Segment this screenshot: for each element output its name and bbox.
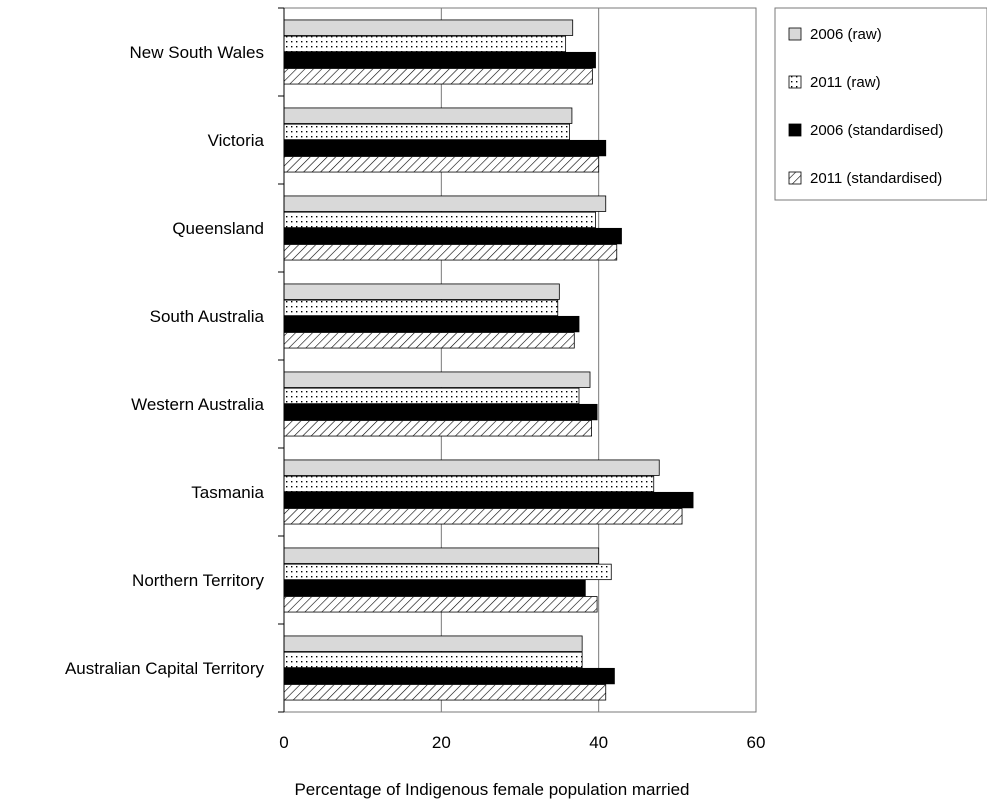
y-category-label: Tasmania (191, 483, 264, 502)
legend-swatch (788, 75, 802, 89)
bar (283, 491, 694, 509)
bar (283, 635, 583, 652)
legend-label: 2006 (raw) (810, 26, 882, 43)
legend-label: 2006 (standardised) (810, 122, 943, 139)
bar (283, 123, 570, 141)
legend-swatch (788, 171, 802, 185)
x-axis-title: Percentage of Indigenous female populati… (294, 780, 689, 799)
x-tick-label: 0 (279, 733, 288, 752)
bar (283, 283, 560, 300)
bar (283, 651, 583, 669)
bar (283, 420, 592, 437)
legend-label: 2011 (standardised) (810, 170, 942, 187)
bar (283, 332, 575, 349)
bar (283, 139, 607, 157)
bar (283, 667, 615, 685)
y-category-label: Australian Capital Territory (65, 659, 265, 678)
bar (283, 299, 559, 317)
legend-swatch (788, 123, 802, 137)
legend-swatch (788, 27, 802, 41)
bar (283, 475, 655, 493)
bar (283, 579, 586, 597)
bar (283, 156, 600, 173)
bar (283, 244, 618, 261)
x-tick-label: 60 (747, 733, 766, 752)
y-category-label: Queensland (172, 219, 264, 238)
bar (283, 51, 596, 69)
bar (283, 211, 596, 229)
y-category-label: New South Wales (130, 43, 264, 62)
bar (283, 563, 612, 581)
bar (283, 227, 622, 245)
bar (283, 684, 607, 701)
y-category-label: Victoria (208, 131, 265, 150)
bar (283, 19, 574, 36)
x-tick-labels: 0 20 40 60 (279, 733, 765, 752)
bar (283, 387, 580, 405)
y-category-labels: New South Wales Victoria Queensland South A… (65, 43, 265, 678)
axes (278, 7, 285, 713)
x-tick-label: 20 (432, 733, 451, 752)
bar (283, 596, 598, 613)
y-category-label: Western Australia (131, 395, 264, 414)
bar (283, 508, 683, 525)
bar (283, 403, 598, 421)
bar (283, 35, 567, 53)
y-category-label: South Australia (150, 307, 265, 326)
y-category-label: Northern Territory (132, 571, 264, 590)
bars (283, 19, 694, 701)
x-tick-label: 40 (589, 733, 608, 752)
legend-box (774, 7, 987, 201)
bar (283, 68, 593, 85)
bar (283, 547, 600, 564)
legend: 2006 (raw) 2011 (raw) 2006 (standardised) 2… (774, 7, 987, 201)
bar (283, 459, 660, 476)
bar (283, 195, 607, 212)
bar (283, 107, 573, 124)
legend-label: 2011 (raw) (810, 74, 881, 91)
bar (283, 371, 591, 388)
bar (283, 315, 580, 333)
